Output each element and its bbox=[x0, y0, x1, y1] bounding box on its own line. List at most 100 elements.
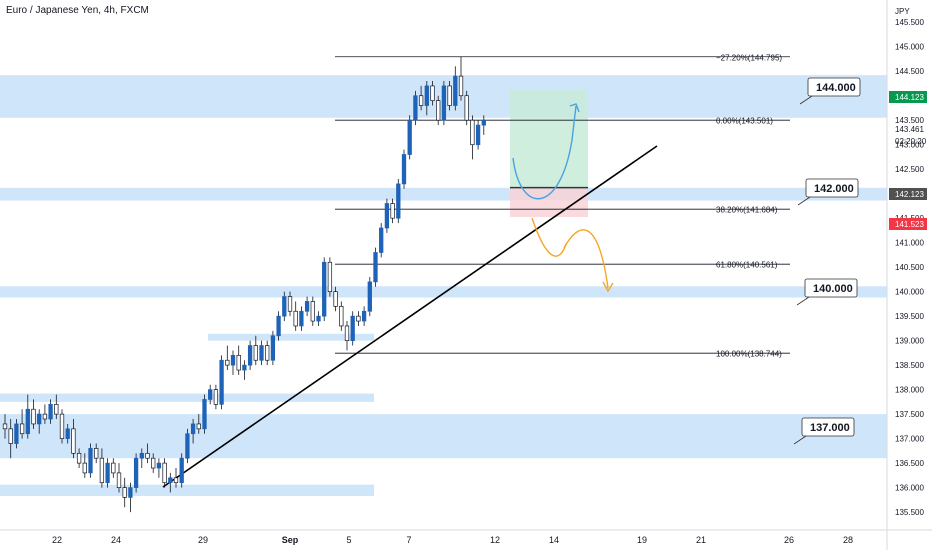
level-callout: 144.000 bbox=[799, 77, 861, 105]
price-badge-label: 142.123 bbox=[895, 190, 924, 199]
callout-box bbox=[804, 278, 858, 298]
candle-body bbox=[19, 423, 25, 435]
price-badge bbox=[889, 188, 927, 200]
price-badge bbox=[889, 91, 927, 103]
callout-pointer bbox=[799, 95, 813, 105]
candle-body bbox=[76, 452, 82, 464]
candle-body bbox=[367, 281, 372, 312]
candle-body bbox=[424, 85, 429, 106]
candle-body bbox=[179, 457, 184, 484]
candle-body bbox=[242, 364, 247, 371]
y-tick-label: 138.000 bbox=[895, 386, 924, 395]
price-badge-label: 141.523 bbox=[895, 220, 924, 229]
y-tick-label: 145.000 bbox=[895, 43, 924, 52]
y-tick-label: 135.500 bbox=[895, 508, 924, 517]
candle-body bbox=[48, 403, 53, 420]
candle-body bbox=[464, 95, 469, 121]
currency-label: JPY bbox=[895, 7, 910, 16]
support-resistance-zone bbox=[0, 187, 887, 201]
candle-body bbox=[270, 335, 276, 361]
fib-level-label: 0.00%(143.501) bbox=[716, 117, 773, 126]
candle-body bbox=[401, 154, 407, 185]
candle-body bbox=[384, 203, 390, 229]
callout-box bbox=[807, 77, 861, 97]
candle-body bbox=[145, 452, 150, 459]
callout-label: 142.000 bbox=[814, 183, 854, 195]
candle-body bbox=[287, 296, 293, 312]
projected-up-arrow bbox=[512, 105, 577, 200]
candle-body bbox=[322, 261, 327, 317]
y-tick-label: 139.500 bbox=[895, 312, 924, 321]
candle-body bbox=[430, 85, 435, 101]
y-tick-label: 136.000 bbox=[895, 484, 924, 493]
x-tick-label: 12 bbox=[490, 535, 500, 545]
fib-level-label: 61.80%(140.561) bbox=[716, 261, 778, 270]
level-callout: 137.000 bbox=[793, 417, 855, 445]
historic-zone bbox=[0, 393, 374, 402]
candle-body bbox=[151, 457, 156, 469]
y-tick-label: 144.500 bbox=[895, 67, 924, 76]
trend-line bbox=[162, 145, 658, 488]
candle-body bbox=[99, 457, 105, 484]
fib-level-label: 100.00%(138.744) bbox=[716, 350, 782, 359]
candle-body bbox=[162, 462, 167, 484]
candle-body bbox=[2, 423, 8, 430]
candle-body bbox=[185, 433, 190, 459]
candle-body bbox=[31, 408, 36, 425]
candle-body bbox=[230, 354, 236, 366]
y-tick-label: 137.000 bbox=[895, 435, 924, 444]
candle-body bbox=[128, 487, 133, 498]
candle-body bbox=[105, 462, 110, 484]
candle-body bbox=[379, 227, 384, 253]
y-tick-label: 143.500 bbox=[895, 116, 924, 125]
x-tick-label: 22 bbox=[52, 535, 62, 545]
y-tick-label: 141.000 bbox=[895, 239, 924, 248]
candle-body bbox=[65, 428, 70, 439]
candle-body bbox=[173, 477, 179, 484]
candle-body bbox=[441, 85, 447, 121]
candle-body bbox=[54, 403, 59, 415]
candle-body bbox=[88, 448, 93, 474]
candle-body bbox=[396, 183, 401, 219]
candle-body bbox=[310, 301, 315, 322]
candle-body bbox=[247, 345, 253, 366]
x-tick-label: 7 bbox=[406, 535, 411, 545]
candle-body bbox=[418, 95, 424, 106]
callout-pointer bbox=[796, 296, 810, 306]
y-tick-label: 137.500 bbox=[895, 410, 924, 419]
candle-body bbox=[190, 423, 196, 435]
candle-body bbox=[59, 413, 65, 439]
x-tick-label: 5 bbox=[346, 535, 351, 545]
candle-body bbox=[14, 423, 19, 444]
candle-body bbox=[219, 359, 224, 405]
candle-body bbox=[225, 359, 230, 366]
candle-body bbox=[316, 315, 321, 322]
candle-body bbox=[407, 119, 412, 155]
candle-body bbox=[265, 345, 270, 361]
callout-pointer bbox=[793, 435, 807, 445]
candle-body bbox=[350, 315, 355, 342]
level-callout: 140.000 bbox=[796, 278, 858, 306]
y-tick-label: 142.500 bbox=[895, 165, 924, 174]
y-tick-label: 139.000 bbox=[895, 337, 924, 346]
candle-body bbox=[208, 389, 213, 400]
candle-body bbox=[42, 413, 48, 420]
candle-body bbox=[453, 75, 458, 106]
candle-body bbox=[333, 291, 338, 307]
x-tick-label: 26 bbox=[784, 535, 794, 545]
x-tick-label: 19 bbox=[637, 535, 647, 545]
candle-body bbox=[470, 119, 475, 146]
candle-body bbox=[82, 462, 87, 474]
candle-body bbox=[390, 203, 395, 219]
candle-body bbox=[356, 315, 361, 322]
historic-zone bbox=[208, 333, 374, 341]
candle-body bbox=[458, 75, 464, 97]
candle-body bbox=[253, 345, 258, 361]
candle-body bbox=[282, 296, 287, 317]
candle-body bbox=[213, 389, 219, 405]
candle-body bbox=[133, 457, 139, 488]
candle-body bbox=[196, 423, 201, 430]
fib-level-label: −27.20%(144.795) bbox=[716, 53, 782, 62]
candle-body bbox=[156, 462, 162, 469]
